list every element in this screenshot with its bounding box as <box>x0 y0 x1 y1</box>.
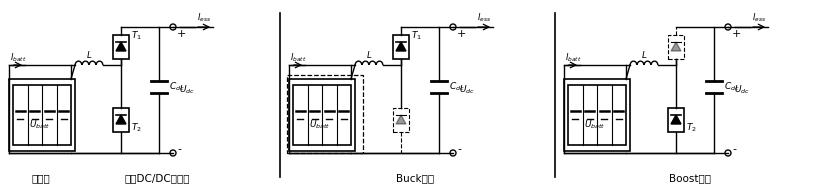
Text: +: + <box>177 29 187 39</box>
Bar <box>13 85 71 145</box>
Text: $L$: $L$ <box>86 49 93 60</box>
Bar <box>393 35 409 59</box>
Text: $U_{batt}$: $U_{batt}$ <box>310 119 331 131</box>
Text: Buck模式: Buck模式 <box>396 173 434 183</box>
Text: $C_{dc}$: $C_{dc}$ <box>169 81 185 93</box>
Text: $C_{dc}$: $C_{dc}$ <box>449 81 464 93</box>
Text: 电池组: 电池组 <box>32 173 51 183</box>
Text: $I_{ess}$: $I_{ess}$ <box>752 12 766 25</box>
Text: $U_{dc}$: $U_{dc}$ <box>459 84 475 96</box>
Bar <box>289 79 355 151</box>
Text: -: - <box>732 144 736 154</box>
Text: $L$: $L$ <box>640 49 647 60</box>
Text: $I_{batt}$: $I_{batt}$ <box>565 51 581 64</box>
Text: $I_{batt}$: $I_{batt}$ <box>290 51 306 64</box>
Text: $C_{dc}$: $C_{dc}$ <box>724 81 740 93</box>
Bar <box>287 75 363 153</box>
Text: -: - <box>177 144 181 154</box>
Text: $T_2$: $T_2$ <box>686 121 697 134</box>
Text: $T_1$: $T_1$ <box>411 30 422 43</box>
Text: -: - <box>457 144 461 154</box>
Bar <box>113 108 129 132</box>
Bar <box>9 79 75 151</box>
Text: +: + <box>457 29 466 39</box>
Text: $L$: $L$ <box>366 49 372 60</box>
Text: Boost模式: Boost模式 <box>669 173 711 183</box>
Bar <box>568 85 626 145</box>
Text: $T_1$: $T_1$ <box>131 30 142 43</box>
Bar <box>668 35 684 59</box>
Text: 双向DC/DC变换器: 双向DC/DC变换器 <box>124 173 190 183</box>
Polygon shape <box>116 42 126 51</box>
Text: $U_{dc}$: $U_{dc}$ <box>179 84 195 96</box>
Text: $I_{batt}$: $I_{batt}$ <box>10 51 26 64</box>
Bar <box>113 35 129 59</box>
Bar <box>564 79 630 151</box>
Text: $T_2$: $T_2$ <box>131 121 142 134</box>
Text: $U_{batt}$: $U_{batt}$ <box>29 119 51 131</box>
Text: $U_{batt}$: $U_{batt}$ <box>584 119 606 131</box>
Polygon shape <box>671 42 681 51</box>
Polygon shape <box>671 115 681 124</box>
Text: $U_{dc}$: $U_{dc}$ <box>734 84 750 96</box>
Text: $I_{ess}$: $I_{ess}$ <box>197 12 211 25</box>
Text: $I_{ess}$: $I_{ess}$ <box>477 12 491 25</box>
Bar <box>293 85 351 145</box>
Polygon shape <box>116 115 126 124</box>
Text: +: + <box>732 29 741 39</box>
Bar <box>393 108 409 132</box>
Polygon shape <box>396 42 406 51</box>
Bar <box>668 108 684 132</box>
Polygon shape <box>396 115 406 124</box>
